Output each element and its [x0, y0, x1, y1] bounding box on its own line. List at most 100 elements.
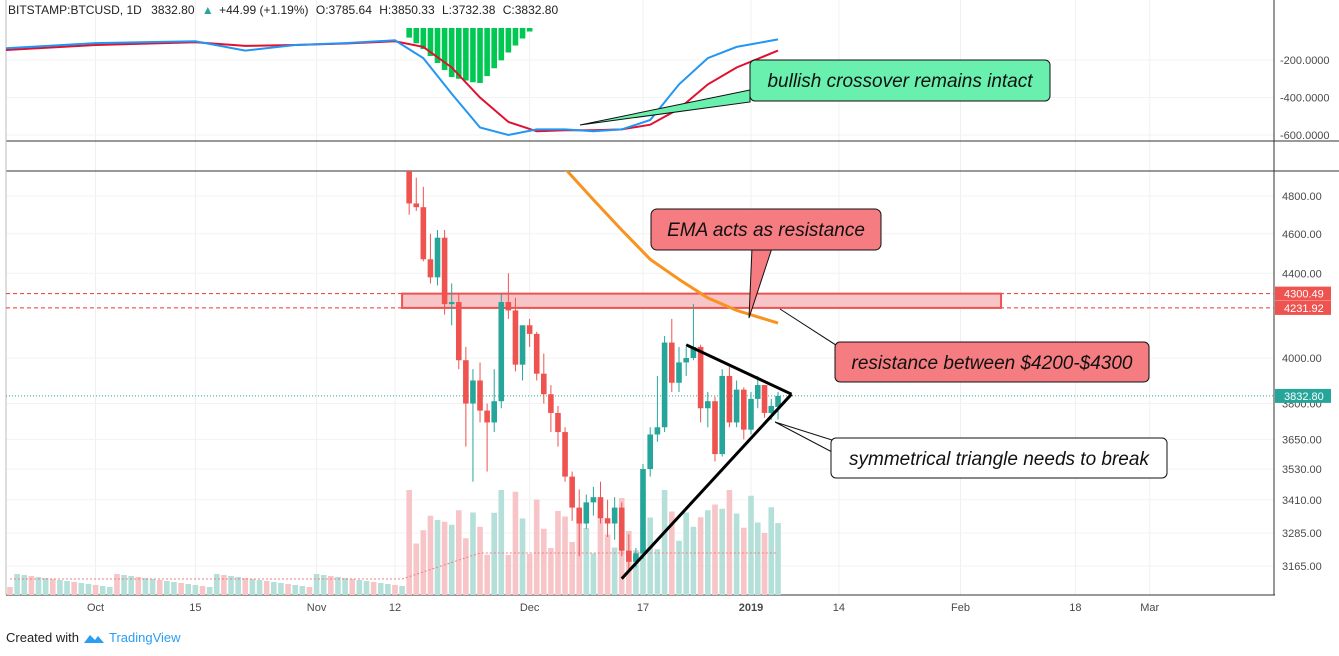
- annotation-triangle[interactable]: symmetrical triangle needs to break: [774, 421, 1168, 479]
- candle: [491, 369, 497, 433]
- annotation-triangle-box: [830, 437, 1168, 479]
- volume-bar: [370, 582, 377, 595]
- volume-bar: [242, 578, 249, 595]
- candle: [626, 534, 632, 571]
- volume-bar: [661, 490, 668, 595]
- volume-bar: [57, 580, 63, 595]
- volume-bar: [377, 583, 384, 595]
- volume-bar: [249, 579, 256, 595]
- volume-bar: [604, 534, 611, 595]
- volume-bar: [441, 521, 448, 595]
- volume-bar: [99, 586, 106, 595]
- volume-bar: [611, 547, 618, 595]
- price-tick-label: 3650.00: [1282, 434, 1322, 446]
- resistance-zone[interactable]: [401, 292, 1003, 309]
- annotation-resistance[interactable]: resistance between $4200-$4300: [779, 308, 1150, 383]
- volume-bar: [683, 512, 689, 595]
- volume-bar: [697, 517, 704, 595]
- volume-bar: [470, 512, 476, 595]
- volume-bar: [463, 538, 469, 595]
- volume-bar: [748, 495, 754, 595]
- time-tick-label: 14: [833, 602, 845, 614]
- volume-bar: [505, 555, 512, 595]
- volume-bar: [754, 522, 761, 595]
- candle: [555, 405, 561, 447]
- candle: [590, 486, 597, 516]
- volume-bar: [128, 576, 135, 595]
- candle: [569, 471, 575, 521]
- candle: [406, 171, 412, 215]
- volume-bar: [335, 577, 341, 595]
- candle: [726, 366, 733, 428]
- candle: [512, 297, 519, 372]
- triangle-upper-line[interactable]: [685, 343, 793, 396]
- annotation-bullish-box: [749, 59, 1051, 102]
- volume-bar: [49, 579, 56, 595]
- price-badge-label: 4300.49: [1284, 289, 1324, 301]
- time-axis-ticks: Oct 15 Nov 12 Dec 17 2019 14 Feb 18 Mar: [87, 602, 1160, 614]
- candle: [697, 344, 704, 423]
- candle: [533, 331, 540, 381]
- indicator-axis-ticks: -200.0000 -400.0000 -600.0000: [1280, 55, 1330, 142]
- candle: [477, 362, 483, 423]
- volume-bar: [178, 583, 184, 595]
- volume-bar: [712, 504, 718, 595]
- volume-bar: [328, 576, 334, 595]
- header-open: 3785.64: [329, 3, 373, 17]
- volume-bar: [498, 490, 505, 595]
- histogram-bar: [505, 28, 512, 53]
- volume-bar: [512, 491, 519, 595]
- volume-bar: [654, 549, 661, 595]
- annotation-resistance-text: resistance between $4200-$4300: [852, 353, 1133, 374]
- volume-bar: [292, 585, 298, 595]
- histogram-bar: [406, 28, 412, 38]
- price-tick-label: 3530.00: [1282, 464, 1322, 476]
- price-axis-ticks: 4800.004600.004400.004000.003800.003650.…: [1282, 191, 1322, 573]
- volume-bar: [569, 542, 575, 595]
- volume-bar: [320, 575, 327, 595]
- annotation-triangle-text: symmetrical triangle needs to break: [849, 449, 1150, 470]
- candle: [526, 318, 533, 347]
- histogram-bar: [526, 28, 533, 32]
- histogram-bar: [441, 28, 448, 70]
- macd-line: [6, 38, 779, 137]
- annotation-bullish[interactable]: bullish crossover remains intact: [579, 59, 1051, 126]
- price-pane[interactable]: [6, 13, 1274, 595]
- candle: [463, 346, 469, 447]
- volume-bar: [448, 524, 455, 595]
- volume-bar: [121, 575, 127, 595]
- candle: [548, 385, 554, 433]
- volume-bar: [562, 516, 568, 595]
- volume-bar: [761, 533, 768, 595]
- volume-bar: [28, 576, 35, 595]
- footer-brand[interactable]: TradingView: [108, 630, 181, 645]
- annotation-ema[interactable]: EMA acts as resistance: [650, 208, 882, 319]
- volume-bar: [420, 530, 427, 595]
- volume-bar: [135, 577, 142, 595]
- price-tick-label: 3410.00: [1282, 495, 1322, 507]
- price-tick-label: 4600.00: [1282, 229, 1322, 241]
- volume-bar: [228, 576, 234, 595]
- volume-bar: [306, 587, 313, 595]
- header-close-label: C:: [503, 3, 515, 17]
- time-tick-label: 17: [637, 602, 649, 614]
- volume-bar: [633, 550, 639, 595]
- volume-bar: [278, 583, 284, 595]
- candle: [420, 186, 427, 262]
- time-tick-label: Oct: [87, 602, 104, 614]
- triangle-lower-line[interactable]: [620, 393, 793, 580]
- volume-bar: [7, 587, 13, 595]
- candle: [705, 391, 711, 428]
- indicator-tick-label: -200.0000: [1280, 55, 1330, 67]
- volume-bar: [356, 580, 363, 595]
- histogram-bar: [434, 28, 441, 63]
- candle: [733, 380, 740, 428]
- volume-bar: [14, 574, 20, 595]
- volume-bar: [164, 581, 170, 595]
- candle: [470, 369, 476, 482]
- annotation-resistance-box: [834, 341, 1150, 383]
- footer[interactable]: Created with TradingView: [6, 630, 181, 645]
- histogram-bar: [420, 28, 427, 49]
- candle: [434, 229, 441, 286]
